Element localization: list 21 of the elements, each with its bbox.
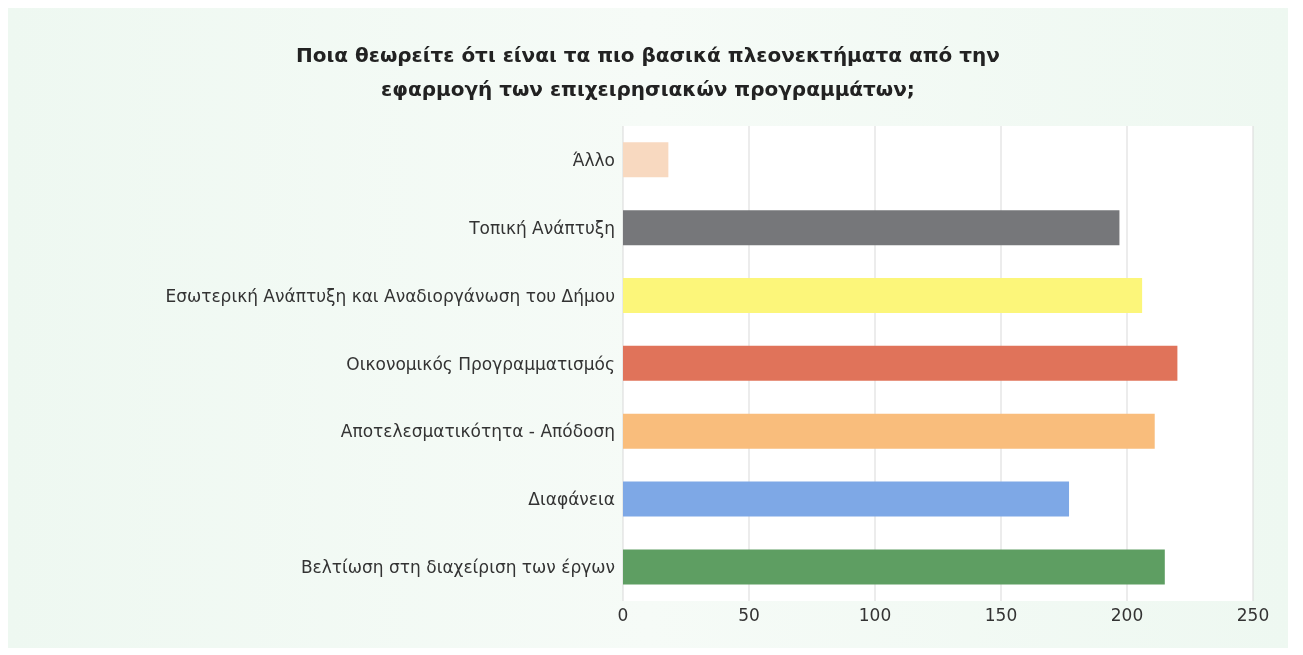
- y-tick-label: Αποτελεσματικότητα - Απόδοση: [340, 421, 615, 442]
- bar: [623, 210, 1120, 246]
- bar: [623, 345, 1178, 381]
- y-tick-label: Τοπική Ανάπτυξη: [468, 217, 615, 238]
- x-tick-label: 50: [738, 605, 760, 626]
- bar: [623, 481, 1070, 517]
- y-tick-label: Εσωτερική Ανάπτυξη και Αναδιοργάνωση του Δήμου: [165, 285, 615, 306]
- x-tick-label: 100: [858, 605, 892, 626]
- x-tick-label: 200: [1110, 605, 1144, 626]
- bar: [623, 549, 1165, 585]
- y-tick-label: Διαφάνεια: [528, 489, 615, 510]
- chart-title: Ποια θεωρείτε ότι είναι τα πιο βασικά πλεονεκτήματα από την εφαρμογή των επιχειρησιακών προγραμμάτων;: [295, 42, 1001, 103]
- bar: [623, 278, 1143, 313]
- y-tick-label: Οικονομικός Προγραμματισμός: [346, 353, 615, 374]
- y-tick-label: Άλλο: [572, 149, 615, 170]
- x-tick-label: 250: [1236, 605, 1270, 626]
- x-tick-label: 0: [617, 605, 629, 626]
- bar: [623, 413, 1155, 449]
- y-tick-label: Βελτίωση στη διαχείριση των έργων: [300, 557, 615, 578]
- bar: [623, 142, 669, 178]
- x-tick-label: 150: [984, 605, 1018, 626]
